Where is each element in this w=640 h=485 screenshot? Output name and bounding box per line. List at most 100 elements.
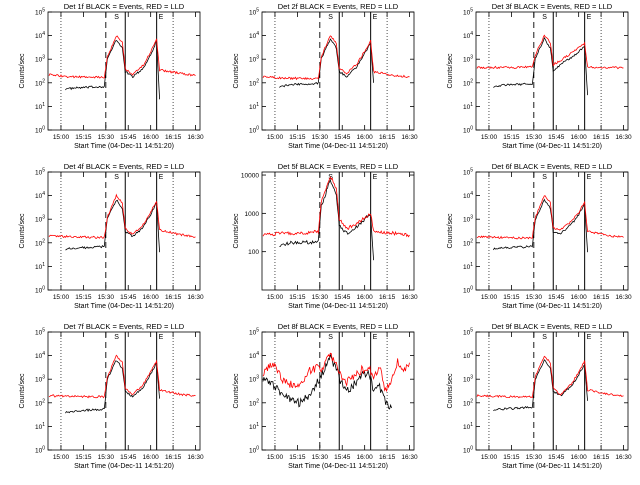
y-tick-label: 100 <box>463 446 473 455</box>
y-tick-label: 103 <box>463 375 473 384</box>
x-tick-label: 16:30 <box>615 454 632 461</box>
end-marker-label: E <box>159 334 164 341</box>
panel-1: Det 1f BLACK = Events, RED = LLD 100 101 10… <box>19 2 204 150</box>
end-marker-label: E <box>587 334 592 341</box>
series-lld <box>476 195 624 240</box>
start-marker-label: S <box>542 334 547 341</box>
plot-frame <box>47 331 201 451</box>
x-tick-label: 15:30 <box>98 454 115 461</box>
panel-title: Det 9f BLACK = Events, RED = LLD <box>492 322 613 331</box>
y-tick-label: 103 <box>35 55 45 64</box>
end-marker-label: E <box>373 174 378 181</box>
x-tick-label: 16:00 <box>143 454 160 461</box>
x-tick-label: 15:45 <box>334 134 351 141</box>
x-tick-label: 16:15 <box>379 454 396 461</box>
x-tick-label: 16:15 <box>593 294 610 301</box>
x-tick-label: 15:15 <box>289 294 306 301</box>
x-tick-label: 15:15 <box>289 454 306 461</box>
y-tick-label: 103 <box>35 215 45 224</box>
x-tick-label: 15:15 <box>289 134 306 141</box>
y-tick-label: 102 <box>35 78 45 87</box>
end-marker-label: E <box>159 174 164 181</box>
y-tick-label: 102 <box>249 398 259 407</box>
panel-2: Det 2f BLACK = Events, RED = LLD 100 101 10… <box>233 2 418 150</box>
y-axis-label: Counts/sec <box>19 213 26 249</box>
x-tick-label: 15:00 <box>53 134 70 141</box>
y-tick-label: 100 <box>35 446 45 455</box>
x-tick-label: 16:00 <box>357 294 374 301</box>
series-lld <box>48 35 196 79</box>
series-events <box>493 359 588 412</box>
y-tick-label: 100 <box>463 286 473 295</box>
x-tick-label: 15:00 <box>267 294 284 301</box>
x-tick-label: 16:00 <box>571 294 588 301</box>
x-tick-label: 16:00 <box>357 134 374 141</box>
end-marker-label: E <box>373 14 378 21</box>
y-tick-label: 101 <box>463 102 473 111</box>
x-tick-label: 16:30 <box>187 294 204 301</box>
x-tick-label: 16:15 <box>165 454 182 461</box>
x-tick-label: 16:15 <box>165 294 182 301</box>
series-events <box>262 354 392 410</box>
series-lld <box>476 34 624 70</box>
x-tick-label: 15:00 <box>53 294 70 301</box>
panel-title: Det 7f BLACK = Events, RED = LLD <box>64 322 185 331</box>
x-tick-label: 15:45 <box>120 454 137 461</box>
y-tick-label: 104 <box>463 191 473 200</box>
panel-title: Det 3f BLACK = Events, RED = LLD <box>492 2 613 11</box>
series-lld <box>262 352 410 392</box>
x-tick-label: 16:15 <box>165 134 182 141</box>
x-axis-label: Start Time (04-Dec-11 14:51:20) <box>74 143 174 150</box>
panel-8: Det 8f BLACK = Events, RED = LLD 100 101 10… <box>233 322 418 470</box>
y-axis-label: Counts/sec <box>233 373 240 409</box>
plot-frame <box>261 171 415 291</box>
end-marker-label: E <box>587 174 592 181</box>
y-tick-label: 1000 <box>245 211 260 218</box>
series-events <box>65 360 160 414</box>
start-marker-label: S <box>114 14 119 21</box>
y-tick-label: 105 <box>249 328 259 337</box>
x-tick-label: 15:00 <box>53 454 70 461</box>
x-tick-label: 15:00 <box>481 454 498 461</box>
series-events <box>493 198 588 253</box>
y-tick-label: 104 <box>463 351 473 360</box>
x-tick-label: 15:45 <box>334 454 351 461</box>
x-tick-label: 16:00 <box>143 294 160 301</box>
y-tick-label: 103 <box>249 375 259 384</box>
y-tick-label: 102 <box>35 238 45 247</box>
y-tick-label: 103 <box>249 55 259 64</box>
y-tick-label: 102 <box>35 398 45 407</box>
start-marker-label: S <box>542 174 547 181</box>
panel-3: Det 3f BLACK = Events, RED = LLD 100 101 10… <box>447 2 632 150</box>
plot-frame <box>475 171 629 291</box>
y-tick-label: 105 <box>249 8 259 17</box>
plot-frame <box>47 11 201 131</box>
y-tick-label: 100 <box>35 286 45 295</box>
x-tick-label: 16:00 <box>143 134 160 141</box>
series-events <box>279 178 374 261</box>
start-marker-label: S <box>328 14 333 21</box>
y-tick-label: 104 <box>35 31 45 40</box>
y-tick-label: 101 <box>249 102 259 111</box>
y-axis-label: Counts/sec <box>233 53 240 89</box>
start-marker-label: S <box>114 334 119 341</box>
panel-6: Det 6f BLACK = Events, RED = LLD 100 101 10… <box>447 162 632 310</box>
y-axis-label: Counts/sec <box>447 53 454 89</box>
y-tick-label: 101 <box>35 422 45 431</box>
x-tick-label: 15:45 <box>548 294 565 301</box>
x-axis-label: Start Time (04-Dec-11 14:51:20) <box>502 303 602 310</box>
y-tick-label: 105 <box>35 168 45 177</box>
x-axis-label: Start Time (04-Dec-11 14:51:20) <box>288 303 388 310</box>
y-tick-label: 101 <box>249 422 259 431</box>
start-marker-label: S <box>114 174 119 181</box>
x-tick-label: 16:15 <box>593 454 610 461</box>
start-marker-label: S <box>542 14 547 21</box>
x-tick-label: 16:30 <box>401 454 418 461</box>
x-axis-label: Start Time (04-Dec-11 14:51:20) <box>288 463 388 470</box>
x-tick-label: 15:45 <box>548 454 565 461</box>
x-axis-label: Start Time (04-Dec-11 14:51:20) <box>502 143 602 150</box>
series-lld <box>476 355 624 399</box>
plot-frame <box>475 331 629 451</box>
y-tick-label: 100 <box>248 249 259 256</box>
